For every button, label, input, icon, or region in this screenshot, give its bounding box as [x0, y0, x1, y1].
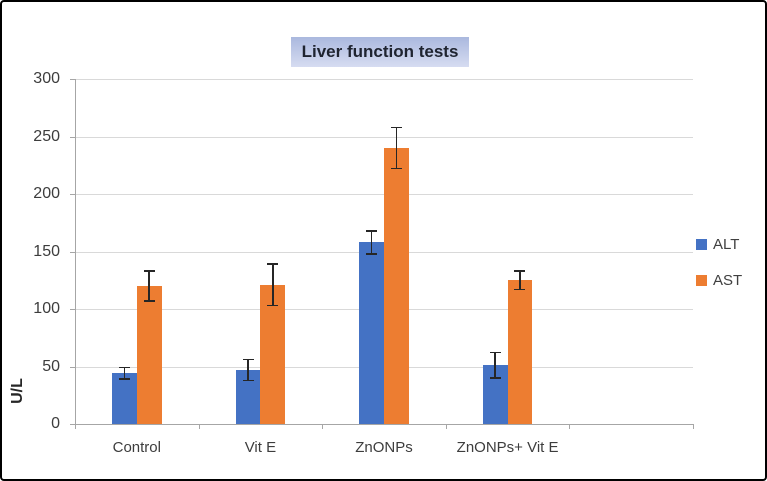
error-bar-cap: [366, 230, 378, 232]
error-bar-cap: [390, 126, 402, 129]
y-tick: [70, 366, 75, 368]
x-category-label: ZnONPs: [355, 439, 413, 456]
y-tick: [70, 251, 75, 253]
y-tick: [70, 424, 75, 425]
error-bar-cap: [514, 288, 526, 291]
y-tick-label: 300: [33, 70, 60, 87]
y-tick: [70, 79, 75, 80]
x-category-label: Control: [112, 439, 161, 456]
x-category-label: Vit E: [244, 439, 277, 456]
x-tick: [445, 424, 447, 429]
x-tick: [198, 424, 200, 429]
error-bar-cap: [489, 351, 501, 354]
bar-ast-znonps-vit-e: [507, 280, 533, 424]
y-tick: [70, 309, 75, 310]
bar-ast-vit-e: [260, 284, 286, 424]
y-tick-label: 200: [33, 185, 60, 202]
error-bar-line: [272, 264, 274, 306]
chart-title: Liver function tests: [291, 37, 469, 67]
error-bar-cap: [242, 358, 254, 361]
error-bar-cap: [514, 270, 526, 272]
y-tick-label: 250: [33, 127, 60, 145]
x-category-label: ZnONPs+ Vit E: [456, 439, 559, 456]
x-tick: [322, 424, 324, 429]
bar-alt-znonps: [359, 242, 384, 424]
legend-label-ast: AST: [713, 272, 743, 289]
error-bar-cap: [267, 263, 279, 265]
error-bar-line: [494, 352, 496, 378]
error-bar-cap: [366, 253, 378, 255]
error-bar-cap: [242, 379, 254, 382]
bar-alt-control: [112, 373, 137, 424]
legend-item-ast: AST: [696, 272, 742, 289]
y-tick: [70, 136, 75, 138]
error-bar-cap: [267, 304, 279, 307]
error-bar-line: [148, 271, 150, 301]
bar-ast-control: [136, 286, 162, 424]
error-bar-line: [123, 367, 126, 380]
y-tick-label: 150: [33, 242, 60, 260]
y-axis-line: [75, 79, 76, 424]
legend-label-alt: ALT: [713, 236, 740, 253]
legend-item-alt: ALT: [696, 236, 742, 253]
error-bar-cap: [143, 300, 155, 302]
legend: ALT AST: [696, 236, 742, 289]
bar-ast-znonps: [384, 148, 409, 424]
error-bar-cap: [118, 366, 130, 369]
error-bar-line: [519, 271, 521, 290]
ast-series-swatch-icon: [696, 275, 707, 286]
error-bar-cap: [143, 270, 155, 272]
x-tick: [75, 424, 76, 429]
y-tick: [70, 194, 75, 195]
y-tick-label: 50: [42, 357, 60, 375]
gridline: [75, 136, 693, 138]
y-tick-label: 100: [33, 300, 60, 317]
x-axis-line: [75, 424, 693, 425]
error-bar-line: [247, 359, 249, 381]
error-bar-cap: [390, 167, 402, 170]
alt-series-swatch-icon: [696, 239, 707, 250]
gridline: [75, 79, 693, 80]
error-bar-cap: [118, 378, 130, 380]
error-bar-cap: [489, 377, 501, 379]
x-tick: [693, 424, 694, 429]
error-bar-line: [395, 127, 398, 169]
x-tick: [569, 424, 571, 429]
y-tick-label: 0: [51, 415, 60, 432]
error-bar-line: [370, 230, 373, 254]
